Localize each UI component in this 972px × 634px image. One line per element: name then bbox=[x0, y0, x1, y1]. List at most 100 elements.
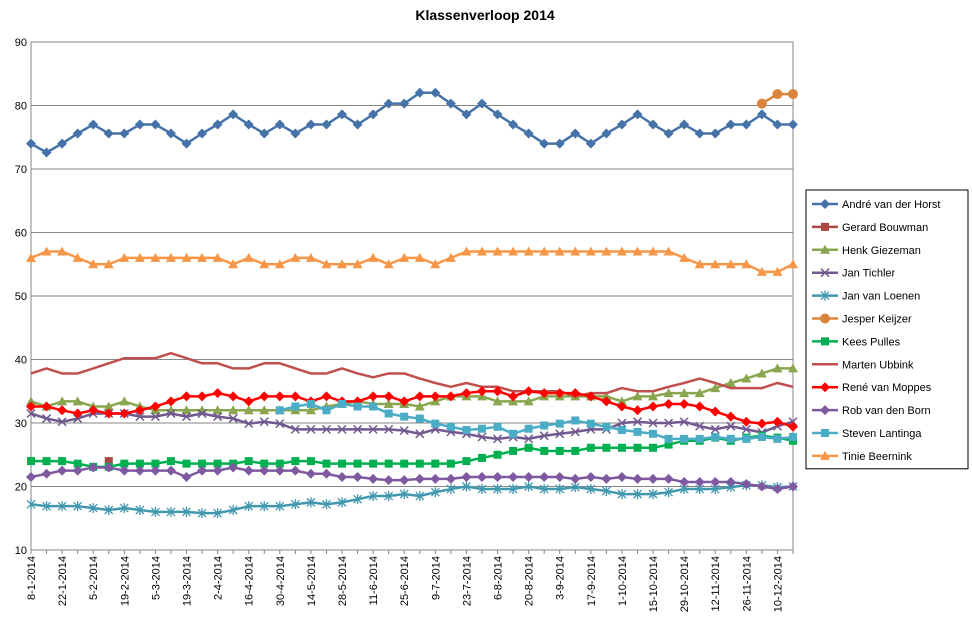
marker bbox=[445, 391, 456, 402]
marker bbox=[228, 109, 239, 120]
marker bbox=[306, 399, 315, 408]
marker bbox=[165, 465, 176, 476]
marker bbox=[461, 246, 472, 256]
marker bbox=[788, 363, 798, 373]
marker bbox=[570, 388, 581, 399]
marker bbox=[821, 222, 829, 231]
marker bbox=[772, 119, 783, 130]
marker bbox=[213, 508, 223, 519]
y-tick-label: 60 bbox=[15, 228, 27, 240]
x-tick-label: 10-12-2014 bbox=[772, 556, 784, 612]
series bbox=[275, 399, 797, 443]
marker bbox=[445, 473, 456, 484]
series-line bbox=[30, 91, 793, 154]
marker bbox=[756, 266, 767, 276]
legend-label: Marten Ubbink bbox=[842, 359, 914, 371]
marker bbox=[539, 484, 549, 495]
marker bbox=[601, 246, 612, 256]
marker bbox=[493, 484, 502, 495]
marker bbox=[821, 337, 829, 346]
marker bbox=[399, 98, 410, 109]
y-tick-label: 70 bbox=[15, 164, 27, 176]
marker bbox=[369, 402, 378, 411]
marker bbox=[679, 252, 690, 262]
marker bbox=[119, 408, 130, 419]
marker bbox=[150, 412, 160, 422]
marker bbox=[694, 259, 705, 269]
marker bbox=[165, 252, 176, 262]
marker bbox=[492, 471, 503, 482]
series-line bbox=[30, 250, 794, 274]
marker bbox=[694, 128, 705, 139]
marker bbox=[41, 147, 52, 158]
marker bbox=[103, 462, 114, 473]
marker bbox=[431, 419, 440, 428]
marker bbox=[663, 128, 674, 139]
marker bbox=[72, 465, 83, 476]
marker bbox=[617, 418, 627, 428]
x-tick-label: 25-6-2014 bbox=[399, 556, 411, 606]
marker bbox=[400, 459, 409, 468]
x-tick-label: 20-8-2014 bbox=[524, 556, 536, 606]
plot-border bbox=[30, 41, 794, 551]
marker bbox=[508, 391, 519, 402]
marker bbox=[649, 443, 658, 452]
marker bbox=[383, 98, 394, 109]
marker bbox=[243, 405, 254, 415]
marker bbox=[523, 128, 534, 139]
marker bbox=[197, 405, 208, 415]
marker bbox=[321, 391, 332, 402]
marker bbox=[430, 391, 441, 402]
legend-label: Tinie Beernink bbox=[842, 451, 912, 463]
marker bbox=[352, 259, 363, 269]
marker bbox=[135, 504, 145, 515]
marker bbox=[477, 453, 486, 462]
legend-label: René van Moppes bbox=[842, 382, 932, 394]
marker bbox=[773, 434, 782, 443]
marker bbox=[212, 119, 223, 130]
marker bbox=[414, 252, 425, 262]
marker bbox=[399, 426, 409, 436]
marker bbox=[414, 473, 425, 484]
marker bbox=[291, 402, 300, 411]
marker bbox=[414, 87, 425, 98]
series-line bbox=[30, 351, 794, 398]
marker bbox=[383, 391, 394, 402]
marker bbox=[305, 119, 316, 130]
marker bbox=[57, 396, 68, 406]
marker bbox=[135, 459, 144, 468]
marker bbox=[725, 411, 736, 422]
marker bbox=[431, 459, 440, 468]
marker bbox=[73, 459, 82, 468]
marker bbox=[756, 109, 767, 120]
marker bbox=[228, 259, 239, 269]
marker bbox=[648, 401, 659, 412]
marker bbox=[430, 473, 441, 484]
marker bbox=[788, 481, 798, 492]
marker bbox=[695, 434, 704, 443]
marker bbox=[679, 119, 690, 130]
marker bbox=[679, 388, 690, 398]
marker bbox=[725, 259, 736, 269]
x-tick-label: 28-5-2014 bbox=[337, 556, 349, 606]
marker bbox=[352, 471, 363, 482]
marker bbox=[430, 259, 441, 269]
marker bbox=[477, 432, 487, 442]
marker bbox=[756, 98, 767, 109]
marker bbox=[369, 459, 378, 468]
marker bbox=[120, 459, 129, 468]
marker bbox=[134, 119, 145, 130]
marker bbox=[181, 471, 192, 482]
marker bbox=[119, 465, 130, 476]
marker bbox=[756, 368, 767, 378]
legend-label: Jan Tichler bbox=[842, 268, 896, 280]
x-tick-label: 26-11-2014 bbox=[741, 556, 753, 611]
marker bbox=[305, 252, 316, 262]
marker bbox=[694, 477, 705, 488]
marker bbox=[586, 484, 596, 495]
marker bbox=[648, 418, 658, 428]
marker bbox=[305, 405, 316, 415]
marker bbox=[602, 443, 611, 452]
marker bbox=[741, 119, 752, 130]
marker bbox=[198, 459, 207, 468]
